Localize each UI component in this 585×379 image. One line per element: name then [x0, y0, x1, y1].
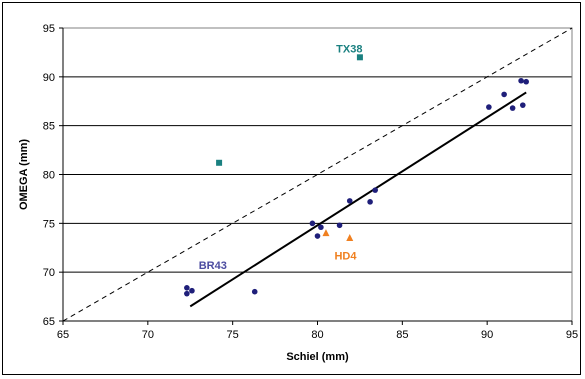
data-point-circle — [509, 105, 516, 111]
y-tick-label: 85 — [43, 121, 55, 133]
x-tick-label: 70 — [142, 329, 154, 341]
x-tick-label: 75 — [227, 329, 239, 341]
y-tick-label: 70 — [43, 267, 55, 279]
x-tick-label: 80 — [311, 329, 323, 341]
data-point-circle — [309, 220, 316, 227]
labels: TX38 BR43 HD4 — [199, 43, 363, 272]
data-point-circle — [184, 284, 190, 291]
data-point-circle — [314, 233, 321, 239]
data-point-circle — [372, 187, 378, 193]
identity-line — [62, 27, 573, 322]
chart-frame — [2, 2, 581, 375]
data-point-circle — [184, 290, 190, 297]
x-tick-label: 90 — [481, 329, 493, 341]
axes: 65 70 75 80 85 90 95 65 70 75 80 85 90 95 — [43, 23, 578, 341]
gridlines — [63, 76, 572, 273]
point-annotation: HD4 — [334, 250, 357, 262]
data-point-circle — [318, 224, 324, 231]
data-point-square — [216, 159, 223, 166]
y-tick-label: 95 — [43, 23, 55, 35]
data-points — [184, 54, 529, 297]
data-point-circle — [486, 104, 492, 110]
data-point-triangle — [322, 229, 330, 237]
x-tick-label: 85 — [396, 329, 408, 341]
regression-line — [189, 91, 527, 308]
point-annotation: BR43 — [199, 260, 227, 272]
data-point-circle — [367, 199, 373, 205]
data-point-circle — [346, 198, 353, 204]
data-point-circle — [518, 77, 524, 84]
data-point-square — [356, 54, 363, 61]
data-point-circle — [336, 222, 343, 229]
data-point-circle — [519, 102, 526, 108]
point-annotation: TX38 — [336, 43, 362, 55]
y-tick-label: 75 — [43, 218, 55, 230]
y-tick-label: 80 — [43, 170, 55, 182]
x-axis-label: Schiel (mm) — [286, 351, 349, 363]
data-point-circle — [523, 78, 529, 85]
y-tick-label: 90 — [43, 72, 55, 84]
y-axis-label: OMEGA (mm) — [18, 139, 30, 210]
data-point-circle — [501, 91, 507, 98]
data-point-circle — [189, 287, 195, 294]
x-tick-label: 65 — [57, 329, 69, 341]
y-tick-label: 65 — [43, 316, 55, 328]
reference-lines — [62, 27, 573, 322]
data-point-circle — [251, 288, 258, 295]
data-point-triangle — [346, 233, 354, 241]
x-tick-label: 95 — [566, 329, 578, 341]
